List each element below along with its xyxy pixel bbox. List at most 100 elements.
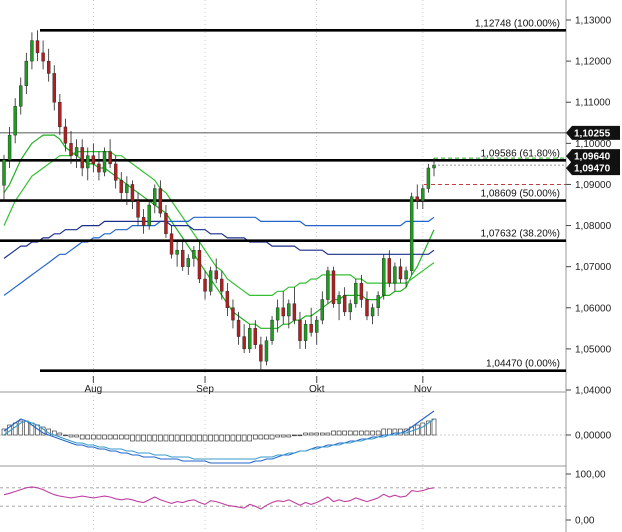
candle-body bbox=[46, 60, 51, 74]
macd-line bbox=[3, 410, 435, 464]
candle-body bbox=[404, 270, 408, 280]
candle-body bbox=[421, 188, 425, 202]
candle-body bbox=[130, 184, 135, 202]
price-tick-label: 1,06000 bbox=[575, 303, 612, 314]
macd-histogram-bar bbox=[219, 434, 225, 442]
candle-body bbox=[264, 340, 269, 362]
candle-body bbox=[147, 204, 151, 226]
price-tick-label: 1,12000 bbox=[575, 57, 612, 68]
candle-body bbox=[382, 258, 386, 296]
macd-histogram-bar bbox=[241, 434, 247, 442]
macd-histogram-bar bbox=[202, 434, 208, 442]
candle-body bbox=[13, 106, 17, 136]
candle-body bbox=[153, 188, 157, 206]
macd-histogram-bar bbox=[297, 434, 303, 437]
candle-body bbox=[376, 295, 380, 308]
candle-body bbox=[248, 328, 252, 350]
candle-body bbox=[74, 147, 79, 156]
candle-body bbox=[359, 282, 364, 300]
price-tick-label: 1,07000 bbox=[575, 262, 612, 273]
macd-histogram-bar bbox=[269, 434, 275, 440]
price-badge-shape bbox=[566, 149, 620, 164]
candle-body bbox=[63, 126, 68, 144]
macd-histogram-bar bbox=[18, 420, 24, 436]
macd-histogram-bar bbox=[420, 422, 426, 436]
macd-histogram-bar bbox=[118, 434, 124, 440]
price-tick-label: 1,05000 bbox=[575, 344, 612, 355]
price-tick-label: 1,08000 bbox=[575, 221, 612, 232]
macd-histogram-bar bbox=[286, 434, 292, 438]
rsi-tick-label: 0,00 bbox=[575, 516, 595, 527]
macd-histogram-bar bbox=[292, 434, 297, 437]
macd-tick-label: 0,00000 bbox=[575, 431, 612, 442]
macd-histogram-bar bbox=[135, 434, 141, 442]
macd-histogram-bar bbox=[158, 434, 163, 442]
price-badge-shape bbox=[566, 125, 620, 140]
macd-panel: 0,00000 bbox=[0, 410, 612, 464]
macd-histogram-bar bbox=[375, 430, 381, 436]
macd-histogram-bar bbox=[91, 434, 96, 440]
macd-histogram-bar bbox=[314, 432, 320, 436]
candle-body bbox=[141, 217, 146, 226]
candle-body bbox=[387, 258, 392, 284]
moving-average-line bbox=[3, 134, 435, 329]
candle-body bbox=[348, 303, 352, 313]
candle-body bbox=[19, 85, 23, 107]
candle-body bbox=[326, 270, 330, 300]
month-label-aug: Aug bbox=[84, 384, 102, 395]
macd-histogram-bar bbox=[79, 434, 85, 440]
candle-body bbox=[197, 250, 202, 280]
macd-histogram-bar bbox=[85, 434, 91, 440]
candle-body bbox=[102, 151, 107, 173]
macd-histogram-bar bbox=[247, 434, 253, 442]
candle-body bbox=[432, 164, 436, 169]
price-tick-label: 1,09000 bbox=[575, 180, 612, 191]
macd-histogram-bar bbox=[280, 434, 286, 438]
month-label-nov: Nov bbox=[414, 384, 432, 395]
candle-body bbox=[108, 151, 112, 165]
macd-histogram-bar bbox=[63, 434, 68, 437]
candle-body bbox=[225, 291, 230, 308]
macd-histogram-bar bbox=[381, 428, 387, 436]
price-tick-label: 1,04000 bbox=[575, 386, 612, 397]
macd-histogram-bar bbox=[169, 434, 174, 442]
macd-histogram-bar bbox=[141, 434, 146, 442]
macd-histogram-bar bbox=[57, 432, 63, 436]
candle-body bbox=[287, 303, 291, 317]
macd-histogram-bar bbox=[275, 434, 280, 438]
macd-histogram-bar bbox=[185, 434, 191, 442]
candle-body bbox=[52, 73, 56, 103]
candle-body bbox=[365, 299, 369, 317]
fib-level-label: 1,09586 (61.80%) bbox=[480, 148, 560, 159]
macd-histogram-bar bbox=[1, 428, 7, 436]
macd-histogram-bar bbox=[426, 420, 431, 436]
candle-body bbox=[415, 196, 419, 202]
macd-histogram-bar bbox=[107, 434, 113, 440]
candle-body bbox=[275, 307, 280, 321]
macd-histogram-bar bbox=[252, 434, 258, 440]
candle-body bbox=[370, 307, 375, 317]
macd-histogram-bar bbox=[174, 434, 180, 442]
fib-level-label: 1,07632 (38.20%) bbox=[480, 229, 560, 240]
candle-body bbox=[30, 40, 34, 62]
candle-body bbox=[186, 258, 190, 267]
macd-histogram-bar bbox=[347, 430, 353, 436]
candle-body bbox=[97, 163, 101, 173]
candle-body bbox=[164, 213, 168, 234]
price-badge-label: 1,10255 bbox=[574, 128, 611, 139]
rsi-panel: 100,00 0,00 bbox=[0, 470, 606, 527]
candle-body bbox=[35, 40, 40, 54]
candle-body bbox=[393, 266, 397, 284]
macd-histogram-bar bbox=[102, 434, 107, 440]
macd-histogram-bar bbox=[258, 434, 264, 440]
price-tick-label: 1,11000 bbox=[575, 98, 611, 109]
fib-level-label: 1,08609 (50.00%) bbox=[480, 189, 560, 200]
macd-histogram-bar bbox=[325, 432, 331, 436]
candle-body bbox=[259, 344, 263, 362]
candle-body bbox=[181, 250, 185, 267]
candle-body bbox=[169, 233, 174, 255]
price-badge-shape bbox=[566, 161, 620, 176]
macd-histogram-bar bbox=[264, 434, 269, 440]
candle-body bbox=[231, 307, 235, 321]
